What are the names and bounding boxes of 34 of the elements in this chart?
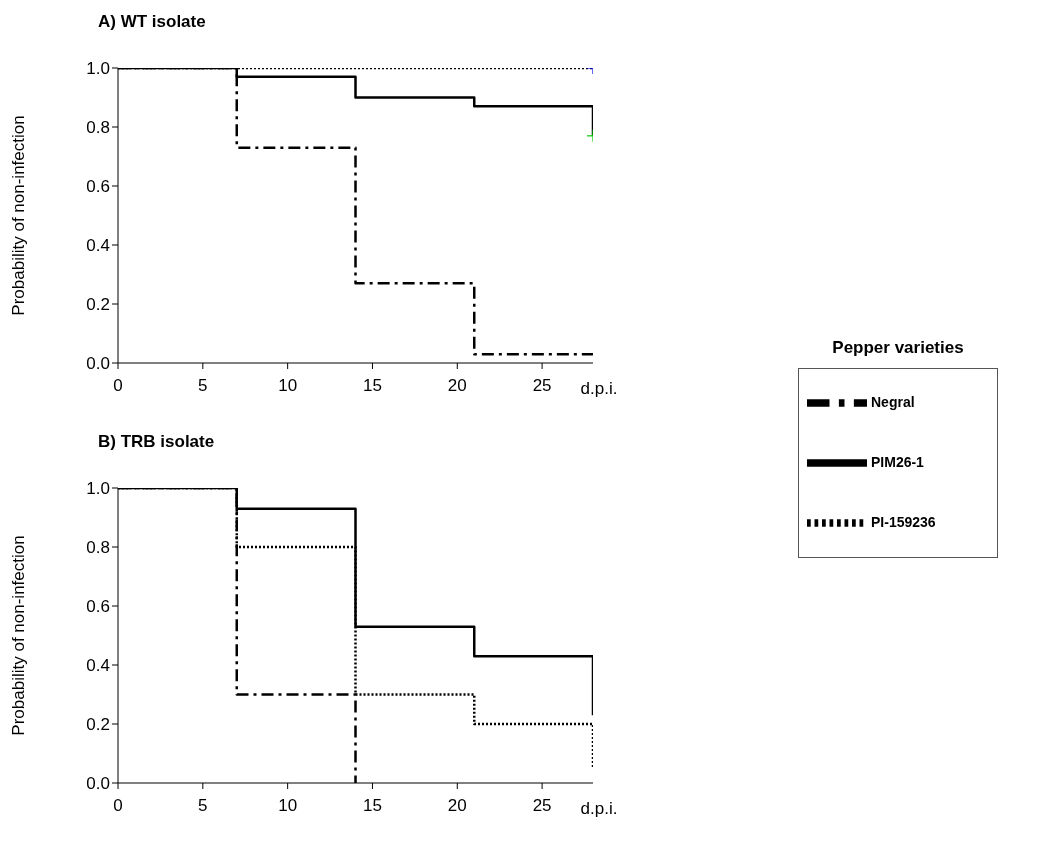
x-tick-label: 20 bbox=[447, 796, 467, 816]
y-tick-label: 0.2 bbox=[86, 715, 110, 735]
y-tick-label: 0.0 bbox=[86, 774, 110, 794]
y-tick-label: 0.8 bbox=[86, 118, 110, 138]
x-axis-title: d.p.i. bbox=[580, 379, 618, 398]
x-tick-label: 15 bbox=[363, 796, 382, 816]
x-axis-title: d.p.i. bbox=[580, 799, 618, 818]
y-axis-title: Probability of non-infection bbox=[9, 535, 29, 736]
y-tick-label: 0.0 bbox=[86, 354, 110, 374]
x-tick-label: 25 bbox=[532, 796, 552, 816]
x-tick-label: 5 bbox=[198, 376, 208, 396]
legend-label: PIM26-1 bbox=[871, 453, 924, 470]
x-tick-label: 10 bbox=[278, 376, 298, 396]
legend-title: Pepper varieties bbox=[831, 338, 965, 358]
y-tick-label: 0.6 bbox=[86, 177, 110, 197]
x-tick-label: 25 bbox=[532, 376, 552, 396]
chart-title: A) WT isolate bbox=[98, 12, 206, 32]
legend-label: PI-159236 bbox=[871, 513, 936, 530]
y-tick-label: 0.2 bbox=[86, 295, 110, 315]
x-tick-label: 20 bbox=[447, 376, 467, 396]
chart-title: B) TRB isolate bbox=[98, 432, 215, 452]
y-tick-label: 0.4 bbox=[86, 656, 110, 676]
y-tick-label: 1.0 bbox=[86, 479, 110, 499]
x-tick-label: 0 bbox=[113, 796, 123, 816]
y-tick-label: 0.8 bbox=[86, 538, 110, 558]
x-tick-label: 15 bbox=[363, 376, 382, 396]
x-tick-label: 10 bbox=[278, 796, 298, 816]
y-tick-label: 0.6 bbox=[86, 597, 110, 617]
y-tick-label: 1.0 bbox=[86, 59, 110, 79]
x-tick-label: 0 bbox=[113, 376, 123, 396]
y-axis-title: Probability of non-infection bbox=[9, 115, 29, 316]
x-tick-label: 5 bbox=[198, 796, 208, 816]
legend-label: Negral bbox=[871, 393, 915, 410]
y-tick-label: 0.4 bbox=[86, 236, 110, 256]
